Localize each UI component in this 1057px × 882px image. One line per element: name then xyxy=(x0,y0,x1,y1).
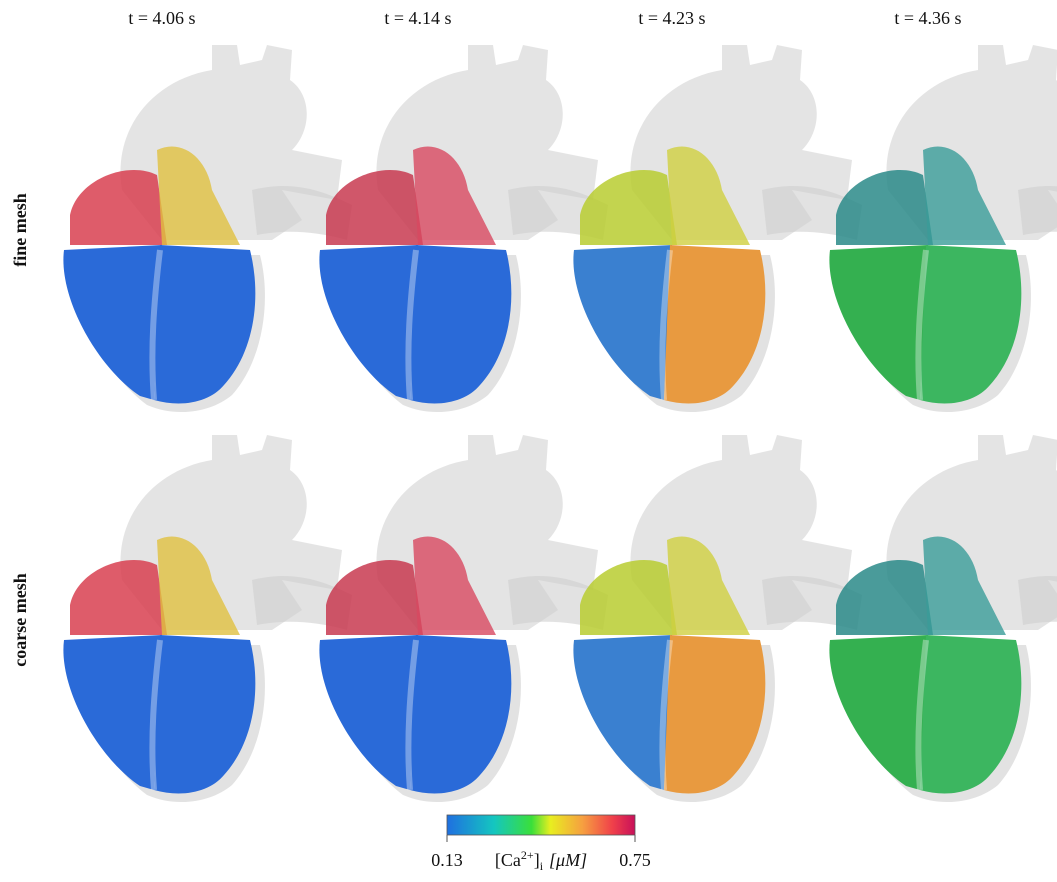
label-sup: 2+ xyxy=(521,848,534,862)
left-atrium xyxy=(70,170,167,245)
heart-render xyxy=(573,435,862,802)
heart-render xyxy=(829,45,1057,412)
column-title: t = 4.06 s xyxy=(128,8,195,28)
left-atrium xyxy=(326,560,423,635)
label-part: [Ca xyxy=(495,850,521,870)
colorbar xyxy=(447,815,635,835)
row-label: fine mesh xyxy=(10,193,30,267)
left-atrium xyxy=(70,560,167,635)
left-atrium xyxy=(836,560,933,635)
heart-render xyxy=(573,45,862,412)
vessels xyxy=(1018,186,1057,240)
colorbar-min: 0.13 xyxy=(431,850,463,870)
label-sub: i xyxy=(540,859,544,873)
heart-render xyxy=(319,45,608,412)
heart-render xyxy=(63,45,352,412)
colorbar-label: [Ca2+]i[μM] xyxy=(495,848,587,873)
column-title: t = 4.14 s xyxy=(384,8,451,28)
row-label: coarse mesh xyxy=(10,573,30,666)
heart-render xyxy=(829,435,1057,802)
left-ventricle xyxy=(63,245,162,400)
left-ventricle xyxy=(573,245,672,400)
heart-render xyxy=(63,435,352,802)
label-unit: [μM] xyxy=(549,850,587,870)
left-atrium xyxy=(836,170,933,245)
colorbar-max: 0.75 xyxy=(619,850,651,870)
vessels xyxy=(1018,576,1057,630)
left-ventricle xyxy=(319,635,418,790)
left-ventricle xyxy=(573,635,672,790)
left-ventricle xyxy=(829,245,928,400)
heart-render xyxy=(319,435,608,802)
column-title: t = 4.36 s xyxy=(894,8,961,28)
column-title: t = 4.23 s xyxy=(638,8,705,28)
left-ventricle xyxy=(63,635,162,790)
left-atrium xyxy=(326,170,423,245)
left-ventricle xyxy=(829,635,928,790)
left-ventricle xyxy=(319,245,418,400)
figure: t = 4.06 s t = 4.14 s t = 4.23 s t = 4.36 s… xyxy=(0,0,1057,877)
